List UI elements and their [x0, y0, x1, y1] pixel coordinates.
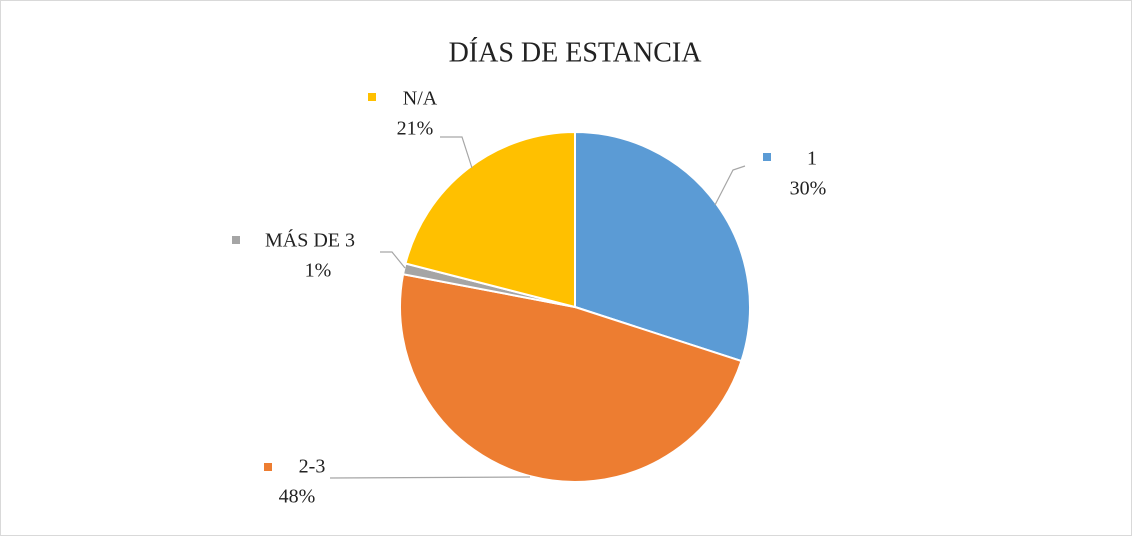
pie-slice: [399, 273, 743, 483]
leader-line: [440, 136, 473, 169]
label-marker: [264, 463, 272, 471]
label-marker: [763, 153, 771, 161]
chart-title: DÍAS DE ESTANCIA: [449, 37, 703, 68]
pie-slice: [404, 130, 576, 309]
value-label: 21%: [397, 118, 434, 140]
category-label: 1: [807, 148, 817, 170]
leader-line: [329, 476, 531, 479]
leader-line: [714, 165, 746, 206]
category-label: 2-3: [299, 456, 326, 478]
category-label: N/A: [403, 88, 438, 110]
value-label: 48%: [279, 486, 316, 508]
label-marker: [368, 93, 376, 101]
value-label: 1%: [305, 260, 332, 282]
pie-slice: [574, 130, 751, 363]
value-label: 30%: [790, 178, 827, 200]
category-label: MÁS DE 3: [265, 229, 355, 252]
label-marker: [232, 236, 240, 244]
leader-line: [380, 251, 406, 269]
